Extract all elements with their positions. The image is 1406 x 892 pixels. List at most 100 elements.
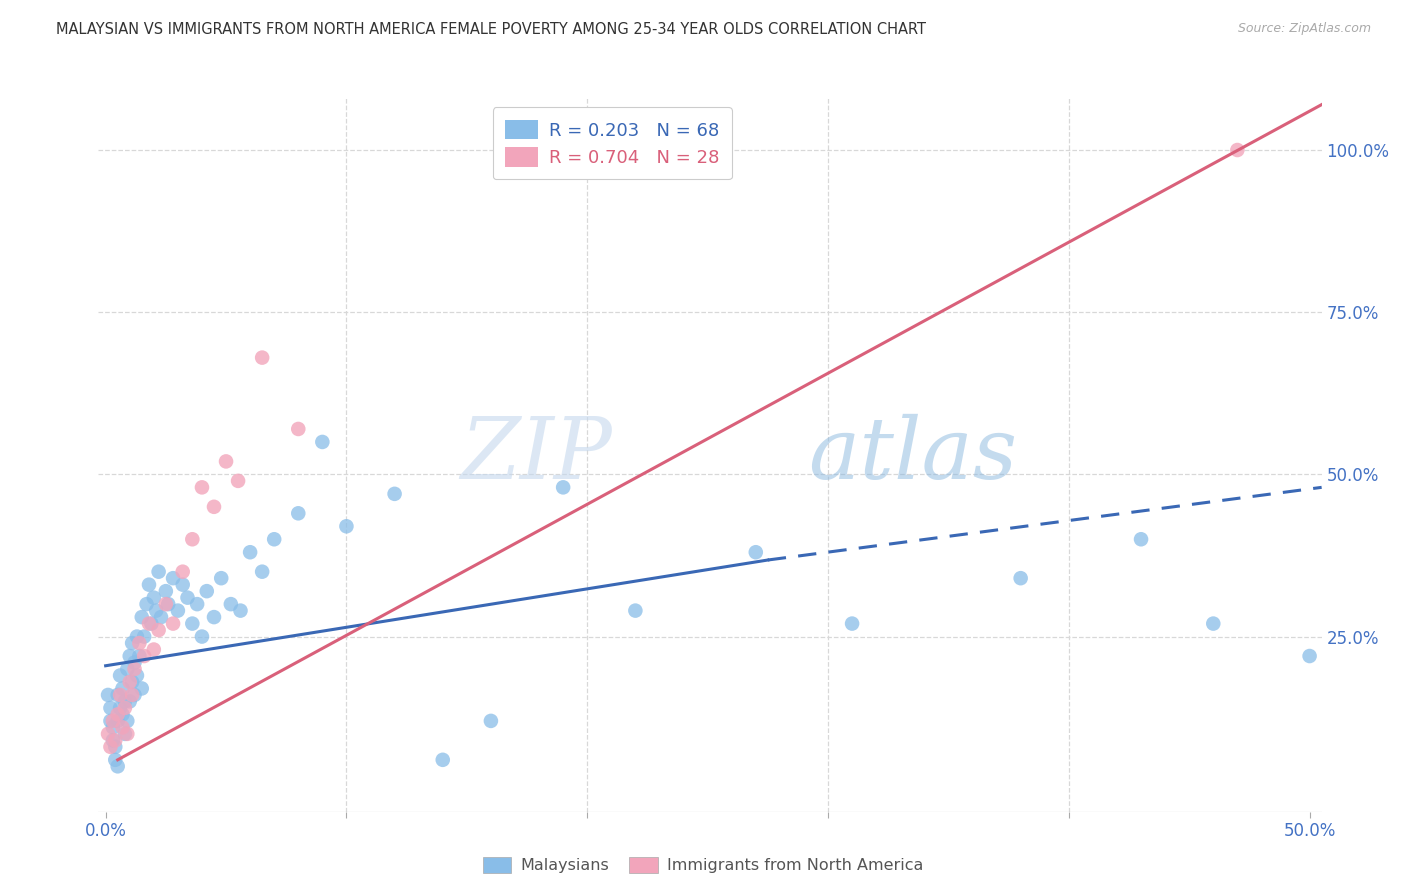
Point [121,675,143,690]
Point [114,701,136,715]
Point [118,648,141,663]
Point [155,597,177,611]
Point [100,739,122,754]
Legend: Malaysians, Immigrants from North America: Malaysians, Immigrants from North Americ… [477,850,929,880]
Point [117,727,139,741]
Point [108,688,131,702]
Point [107,759,129,773]
Point [142,591,165,605]
Point [128,636,150,650]
Point [118,694,141,708]
Text: atlas: atlas [808,414,1017,496]
Point [107,688,129,702]
Point [117,714,139,728]
Point [553,480,575,494]
Point [135,597,157,611]
Point [142,642,165,657]
Point [121,636,143,650]
Point [134,630,156,644]
Point [263,533,285,547]
Point [172,565,194,579]
Point [250,351,273,365]
Point [239,545,262,559]
Point [1226,143,1249,157]
Point [150,610,173,624]
Point [479,714,502,728]
Point [287,422,309,436]
Point [108,701,131,715]
Point [162,571,184,585]
Point [841,616,863,631]
Point [1010,571,1032,585]
Point [209,571,232,585]
Point [100,714,122,728]
Point [111,681,134,696]
Point [114,727,136,741]
Point [202,610,225,624]
Point [131,610,153,624]
Point [104,733,127,747]
Point [101,733,124,747]
Point [108,668,131,682]
Point [624,604,647,618]
Point [186,597,208,611]
Legend: R = 0.203   N = 68, R = 0.704   N = 28: R = 0.203 N = 68, R = 0.704 N = 28 [492,107,731,179]
Point [311,434,333,449]
Point [100,701,122,715]
Point [145,604,167,618]
Point [1202,616,1225,631]
Point [104,753,127,767]
Point [181,533,204,547]
Point [138,616,160,631]
Point [745,545,768,559]
Text: MALAYSIAN VS IMMIGRANTS FROM NORTH AMERICA FEMALE POVERTY AMONG 25-34 YEAR OLDS : MALAYSIAN VS IMMIGRANTS FROM NORTH AMERI… [56,22,927,37]
Point [162,616,184,631]
Point [172,577,194,591]
Point [134,648,156,663]
Point [125,668,148,682]
Point [97,688,120,702]
Point [118,675,141,690]
Text: Source: ZipAtlas.com: Source: ZipAtlas.com [1237,22,1371,36]
Point [157,597,180,611]
Text: ZIP: ZIP [460,414,612,496]
Point [128,648,150,663]
Point [226,474,249,488]
Point [215,454,238,468]
Point [125,630,148,644]
Point [124,656,146,670]
Point [167,604,190,618]
Point [202,500,225,514]
Point [191,630,214,644]
Point [181,616,204,631]
Point [335,519,357,533]
Point [219,597,242,611]
Point [287,506,309,520]
Point [148,565,170,579]
Point [141,616,163,631]
Point [131,681,153,696]
Point [111,720,134,734]
Point [229,604,252,618]
Point [117,662,139,676]
Point [104,739,127,754]
Point [101,714,124,728]
Point [148,623,170,637]
Point [101,720,124,734]
Point [1298,648,1320,663]
Point [121,688,143,702]
Point [432,753,454,767]
Point [250,565,273,579]
Point [138,577,160,591]
Point [1130,533,1153,547]
Point [176,591,198,605]
Point [195,584,218,599]
Point [107,707,129,722]
Point [124,662,146,676]
Point [155,584,177,599]
Point [97,727,120,741]
Point [107,714,129,728]
Point [191,480,214,494]
Point [111,707,134,722]
Point [114,694,136,708]
